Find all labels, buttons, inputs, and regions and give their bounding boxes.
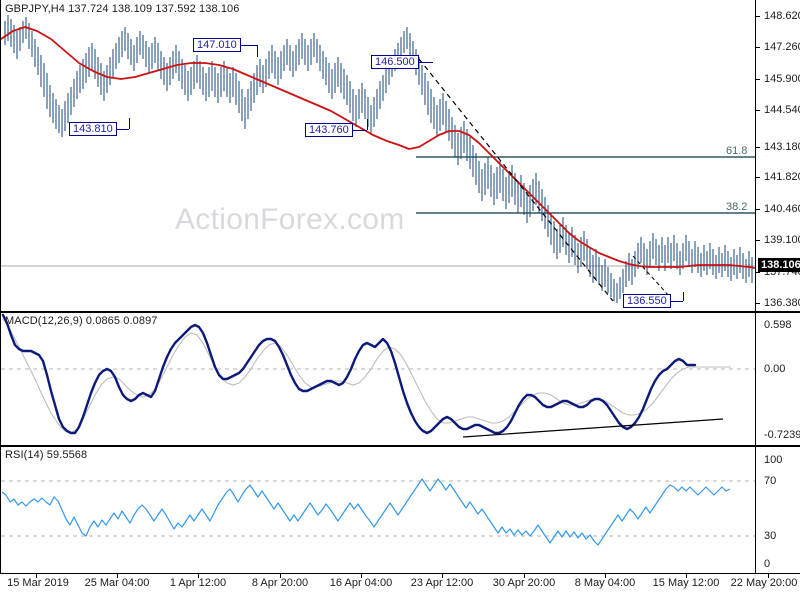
time-axis-label: 15 May 12:00 [652,577,720,589]
rsi-chart-svg [1,478,755,546]
price-tick [756,272,760,273]
price-tick-label: 144.540 [764,104,800,116]
price-tick-label: 148.620 [764,10,800,22]
price-tick [756,240,760,241]
watermark-actionforex: ActionForex.com [175,203,405,236]
price-tick-label: 147.260 [764,41,800,53]
annotation-143810-stem [117,129,129,130]
candlestick-series [4,15,753,303]
annotation-136550[interactable]: 136.550 [623,294,671,308]
annotation-143760-drop [367,119,368,130]
time-axis-label: 23 Apr 12:00 [410,577,474,589]
annotation-136550-stem [671,301,683,302]
fib-label-618: 61.8 [726,145,748,157]
price-tick [756,209,760,210]
price-axis-separator [755,0,756,311]
macd-tick-label: 0.598 [764,319,792,331]
price-tick [756,110,760,111]
price-tick-label: 141.820 [764,171,800,183]
price-tick-label: 143.180 [764,141,800,153]
rsi-tick-label: 70 [764,475,777,487]
time-axis-label: 25 Mar 04:00 [84,577,150,589]
macd-panel[interactable]: MACD(12,26,9) 0.0865 0.0897 0.598 0.00 -… [0,312,800,446]
price-chart-svg [1,15,755,303]
annotation-147010-drop [257,45,258,57]
annotation-143810[interactable]: 143.810 [69,122,117,136]
time-tick [605,574,606,578]
secondary-trendline [632,255,670,297]
macd-signal-line [2,318,731,434]
time-tick [117,574,118,578]
rsi-line [1,478,731,546]
moving-average-line [1,26,755,269]
rsi-title: RSI(14) 59.5568 [5,449,88,461]
rsi-panel-left-edge [0,447,1,573]
price-tick [756,79,760,80]
rsi-tick-label: 0 [764,558,771,570]
time-tick [442,574,443,578]
price-panel[interactable]: GBPJPY,H4 137.724 138.109 137.592 138.10… [0,0,800,312]
price-scale[interactable]: 148.620 147.260 145.900 144.540 143.180 … [756,0,800,311]
annotation-143760-stem [353,130,367,131]
price-tick-label: 140.460 [764,203,800,215]
fib-lines [416,156,755,214]
price-tick-label: 139.100 [764,234,800,246]
price-tick-label: 136.380 [764,297,800,309]
annotation-136550-drop [683,292,684,301]
rsi-tick-label: 30 [764,530,777,542]
time-axis-label: 8 May 04:00 [574,577,636,589]
price-tick-label: 145.900 [764,73,800,85]
chart-symbol-header: GBPJPY,H4 137.724 138.109 137.592 138.10… [5,3,240,15]
annotation-143810-drop [129,118,130,129]
rsi-panel[interactable]: RSI(14) 59.5568 100 70 30 0 [0,446,800,574]
macd-trendline [462,418,724,438]
rsi-tick-label: 100 [764,454,783,466]
annotation-146500-stem [419,62,433,63]
resistance-trendline [418,58,614,302]
price-tick [756,47,760,48]
time-axis-label: 22 May 20:00 [730,577,798,589]
macd-tick-label: 0.00 [764,363,786,375]
time-axis-label: 15 Mar 2019 [7,577,69,589]
macd-scale[interactable]: 0.598 0.00 -0.7239 [756,313,800,446]
time-tick [361,574,362,578]
time-axis-label: 16 Apr 04:00 [329,577,393,589]
annotation-147010[interactable]: 147.010 [193,38,241,52]
time-axis[interactable]: 15 Mar 2019 25 Mar 04:00 1 Apr 12:00 8 A… [0,574,800,600]
time-axis-label: 8 Apr 20:00 [251,577,309,589]
rsi-scale[interactable]: 100 70 30 0 [756,447,800,574]
time-tick [198,574,199,578]
price-tick [756,303,760,304]
macd-axis-separator [755,313,756,445]
time-tick [36,574,37,578]
macd-main-line [1,313,697,435]
price-plot-area[interactable] [1,1,755,311]
annotation-146500[interactable]: 146.500 [371,55,419,69]
time-tick [524,574,525,578]
price-tick [756,16,760,17]
macd-panel-left-edge [0,313,1,445]
price-tick [756,147,760,148]
time-tick [686,574,687,578]
rsi-plot-area[interactable] [1,447,755,573]
current-price-tag: 138.106 [758,258,800,272]
macd-plot-area[interactable] [1,313,755,445]
annotation-147010-stem [241,45,257,46]
time-tick [280,574,281,578]
annotation-143760[interactable]: 143.760 [305,123,353,137]
macd-tick-label: -0.7239 [764,429,800,441]
time-axis-label: 30 Apr 20:00 [492,577,556,589]
price-panel-left-edge [0,0,1,311]
time-axis-label: 1 Apr 12:00 [169,577,227,589]
price-tick [756,177,760,178]
rsi-axis-separator [755,447,756,573]
fib-label-382: 38.2 [726,201,748,213]
macd-chart-svg [1,313,755,438]
time-tick [768,574,769,578]
macd-title: MACD(12,26,9) 0.0865 0.0897 [5,315,158,327]
